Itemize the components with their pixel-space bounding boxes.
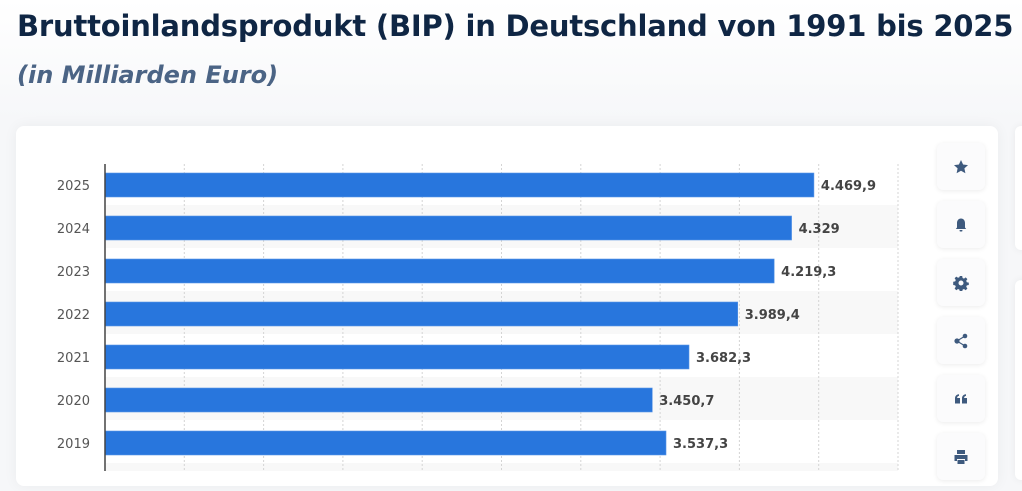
y-tick-label: 2021	[57, 351, 90, 366]
star-icon	[954, 159, 968, 173]
share-icon	[954, 333, 968, 348]
y-tick-label: 2023	[57, 265, 90, 280]
data-label: 4.219,3	[781, 265, 836, 280]
bar	[104, 215, 792, 241]
data-label: 4.469,9	[821, 179, 876, 194]
quote-icon	[955, 393, 967, 403]
bar	[104, 172, 815, 198]
data-label: 3.989,4	[745, 308, 800, 323]
settings-button[interactable]	[937, 259, 985, 306]
data-label: 3.450,7	[659, 394, 714, 409]
y-tick-label: 2019	[57, 437, 90, 452]
y-tick-label: 2020	[57, 394, 90, 409]
page-subtitle: (in Milliarden Euro)	[17, 61, 279, 89]
bar	[104, 344, 690, 370]
page-background	[0, 0, 1022, 120]
bar	[104, 430, 667, 456]
y-tick-label: 2022	[57, 308, 90, 323]
gear-icon	[953, 275, 969, 291]
share-button[interactable]	[937, 317, 985, 364]
row-band	[105, 463, 898, 471]
print-button[interactable]	[937, 433, 985, 480]
data-label: 4.329	[799, 222, 840, 237]
y-tick-label: 2025	[57, 179, 90, 194]
side-panel-card	[1015, 280, 1022, 480]
bar	[104, 258, 775, 284]
printer-icon	[954, 449, 968, 464]
favorite-button[interactable]	[937, 143, 985, 190]
notification-button[interactable]	[937, 201, 985, 248]
cite-button[interactable]	[937, 375, 985, 422]
data-label: 3.682,3	[696, 351, 751, 366]
page-title: Bruttoinlandsprodukt (BIP) in Deutschlan…	[17, 9, 1014, 43]
chart-toolbar	[937, 143, 985, 491]
y-tick-label: 2024	[57, 222, 90, 237]
bell-icon	[955, 218, 967, 231]
bar-chart: 2025 4.469,9 2024 4.329 2023 4.219,3 2022 3.989…	[57, 164, 899, 471]
side-panel-card	[1015, 126, 1022, 250]
bar	[104, 387, 653, 413]
bar	[104, 301, 739, 327]
data-label: 3.537,3	[673, 437, 728, 452]
